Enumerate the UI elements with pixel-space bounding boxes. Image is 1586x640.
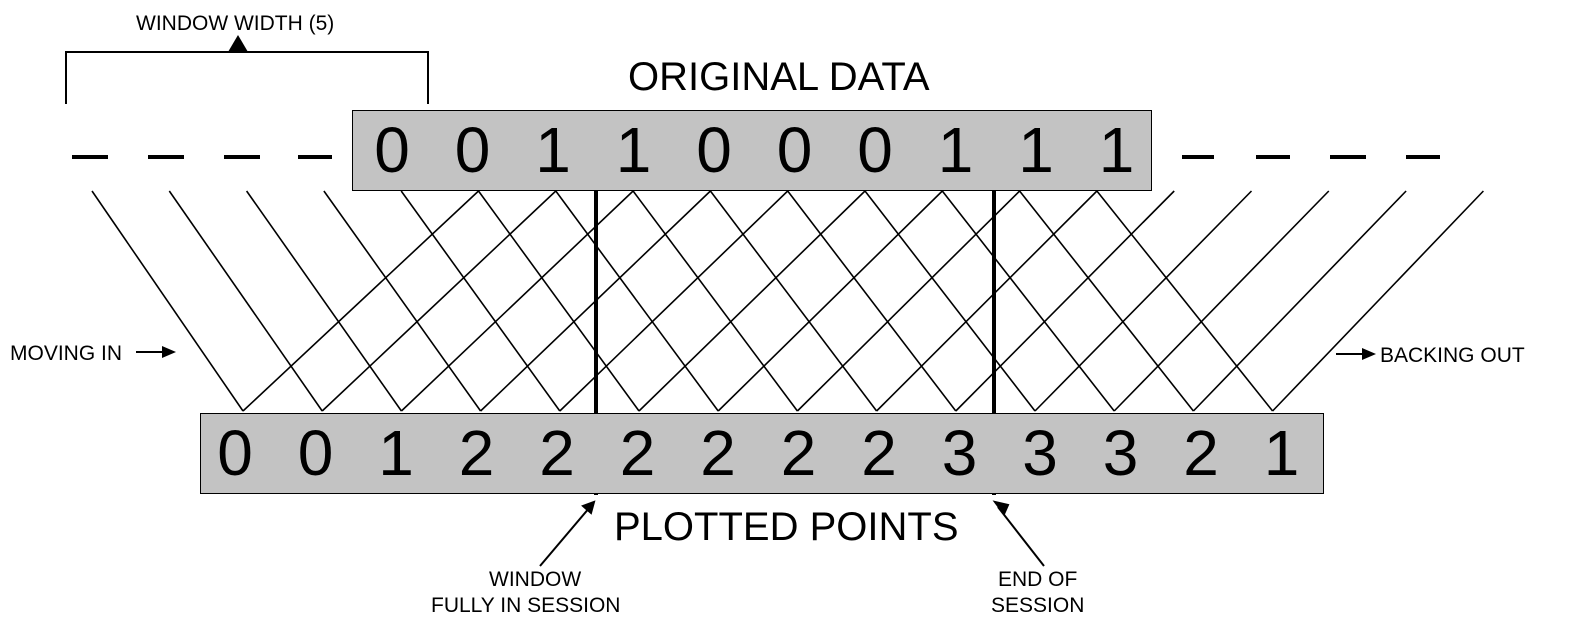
original-data-box (352, 110, 1152, 191)
plotted-point-digit: 2 (539, 417, 575, 489)
window-edge-line (796, 190, 1021, 412)
window-fully-label-line2: FULLY IN SESSION (431, 594, 621, 617)
original-data-digit: 0 (696, 114, 732, 186)
original-data-digit: 1 (1018, 114, 1054, 186)
backing-out-label: BACKING OUT (1380, 344, 1525, 367)
window-edge-line (400, 190, 561, 412)
window-edge-line (632, 190, 799, 412)
original-data-title: ORIGINAL DATA (628, 55, 930, 99)
window-edge-line (477, 190, 640, 412)
original-data-digit: 0 (454, 114, 491, 186)
end-of-session-label-line1: END OF (998, 568, 1078, 591)
window-edge-line (1018, 190, 1195, 412)
plotted-point-digit: 1 (378, 417, 414, 489)
original-data-digit: 1 (535, 114, 571, 186)
window-edge-line (168, 190, 323, 412)
window-fully-label-line1: WINDOW (489, 568, 582, 591)
end-of-session-pointer-icon (992, 500, 1045, 567)
moving-in-label: MOVING IN (10, 342, 123, 365)
window-edge-line (555, 190, 719, 412)
backing-out-arrow-icon (1336, 348, 1376, 360)
original-data-digit: 0 (776, 114, 813, 186)
window-width-bracket (65, 51, 429, 104)
end-of-session-label-line2: SESSION (991, 594, 1085, 617)
original-data-digit: 1 (615, 114, 652, 186)
window-edge-line (787, 190, 957, 412)
window-edge-line (400, 190, 634, 412)
plotted-point-digit: 2 (780, 417, 817, 489)
window-fully-pointer-icon (539, 500, 596, 567)
plotted-point-digit: 2 (458, 417, 495, 489)
plotted-point-digit: 3 (941, 417, 978, 489)
plotted-point-digit: 2 (861, 417, 897, 489)
plotted-point-digit: 0 (297, 417, 334, 489)
plotted-point-digit: 1 (1263, 417, 1300, 489)
window-edge-line (91, 190, 244, 412)
window-width-label: WINDOW WIDTH (5) (136, 12, 335, 35)
original-data-digit: 0 (857, 114, 893, 186)
window-edge-line (1113, 190, 1330, 412)
plotted-point-digit: 0 (217, 417, 253, 489)
original-data-digit: 1 (937, 114, 974, 186)
window-edge-line (1192, 190, 1407, 412)
window-lines (91, 190, 1484, 412)
plotted-point-digit: 2 (700, 417, 736, 489)
plotted-point-digit: 3 (1022, 417, 1058, 489)
plotted-point-digit: 2 (619, 417, 656, 489)
plotted-point-digit: 2 (1183, 417, 1219, 489)
window-edge-line (876, 190, 1098, 412)
window-edge-line (864, 190, 1036, 412)
moving-in-arrow-icon (136, 346, 176, 358)
window-edge-line (1034, 190, 1253, 412)
plotted-points-title: PLOTTED POINTS (614, 505, 959, 549)
window-edge-line (242, 190, 480, 412)
window-edge-line (323, 190, 482, 412)
window-edge-line (717, 190, 943, 412)
window-edge-line (1272, 190, 1484, 412)
original-data-digit: 1 (1098, 114, 1135, 186)
window-edge-line (245, 190, 403, 412)
window-edge-line (941, 190, 1115, 412)
window-edge-line (321, 190, 557, 412)
original-data-digit: 0 (374, 114, 410, 186)
bracket-arrow-icon (228, 35, 248, 52)
window-edge-line (955, 190, 1175, 412)
window-edge-line (1096, 190, 1274, 412)
window-edge-line (638, 190, 866, 412)
window-edge-line (709, 190, 878, 412)
plotted-point-digit: 3 (1102, 417, 1139, 489)
plotted-points-box (200, 413, 1324, 494)
